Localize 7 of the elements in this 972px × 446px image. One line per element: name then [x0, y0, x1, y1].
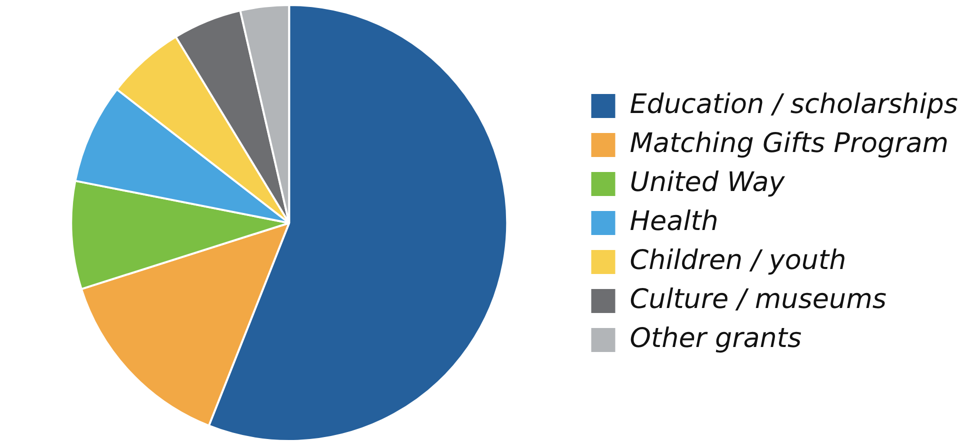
- legend-label: United Way: [630, 167, 786, 198]
- legend-label: Education / scholarships: [630, 89, 958, 120]
- legend-label: Children / youth: [630, 245, 846, 276]
- legend-label: Other grants: [630, 323, 802, 354]
- legend-label: Health: [630, 206, 718, 238]
- legend-label: Culture / museums: [630, 284, 886, 316]
- legend-label: Matching Gifts Program: [630, 128, 949, 160]
